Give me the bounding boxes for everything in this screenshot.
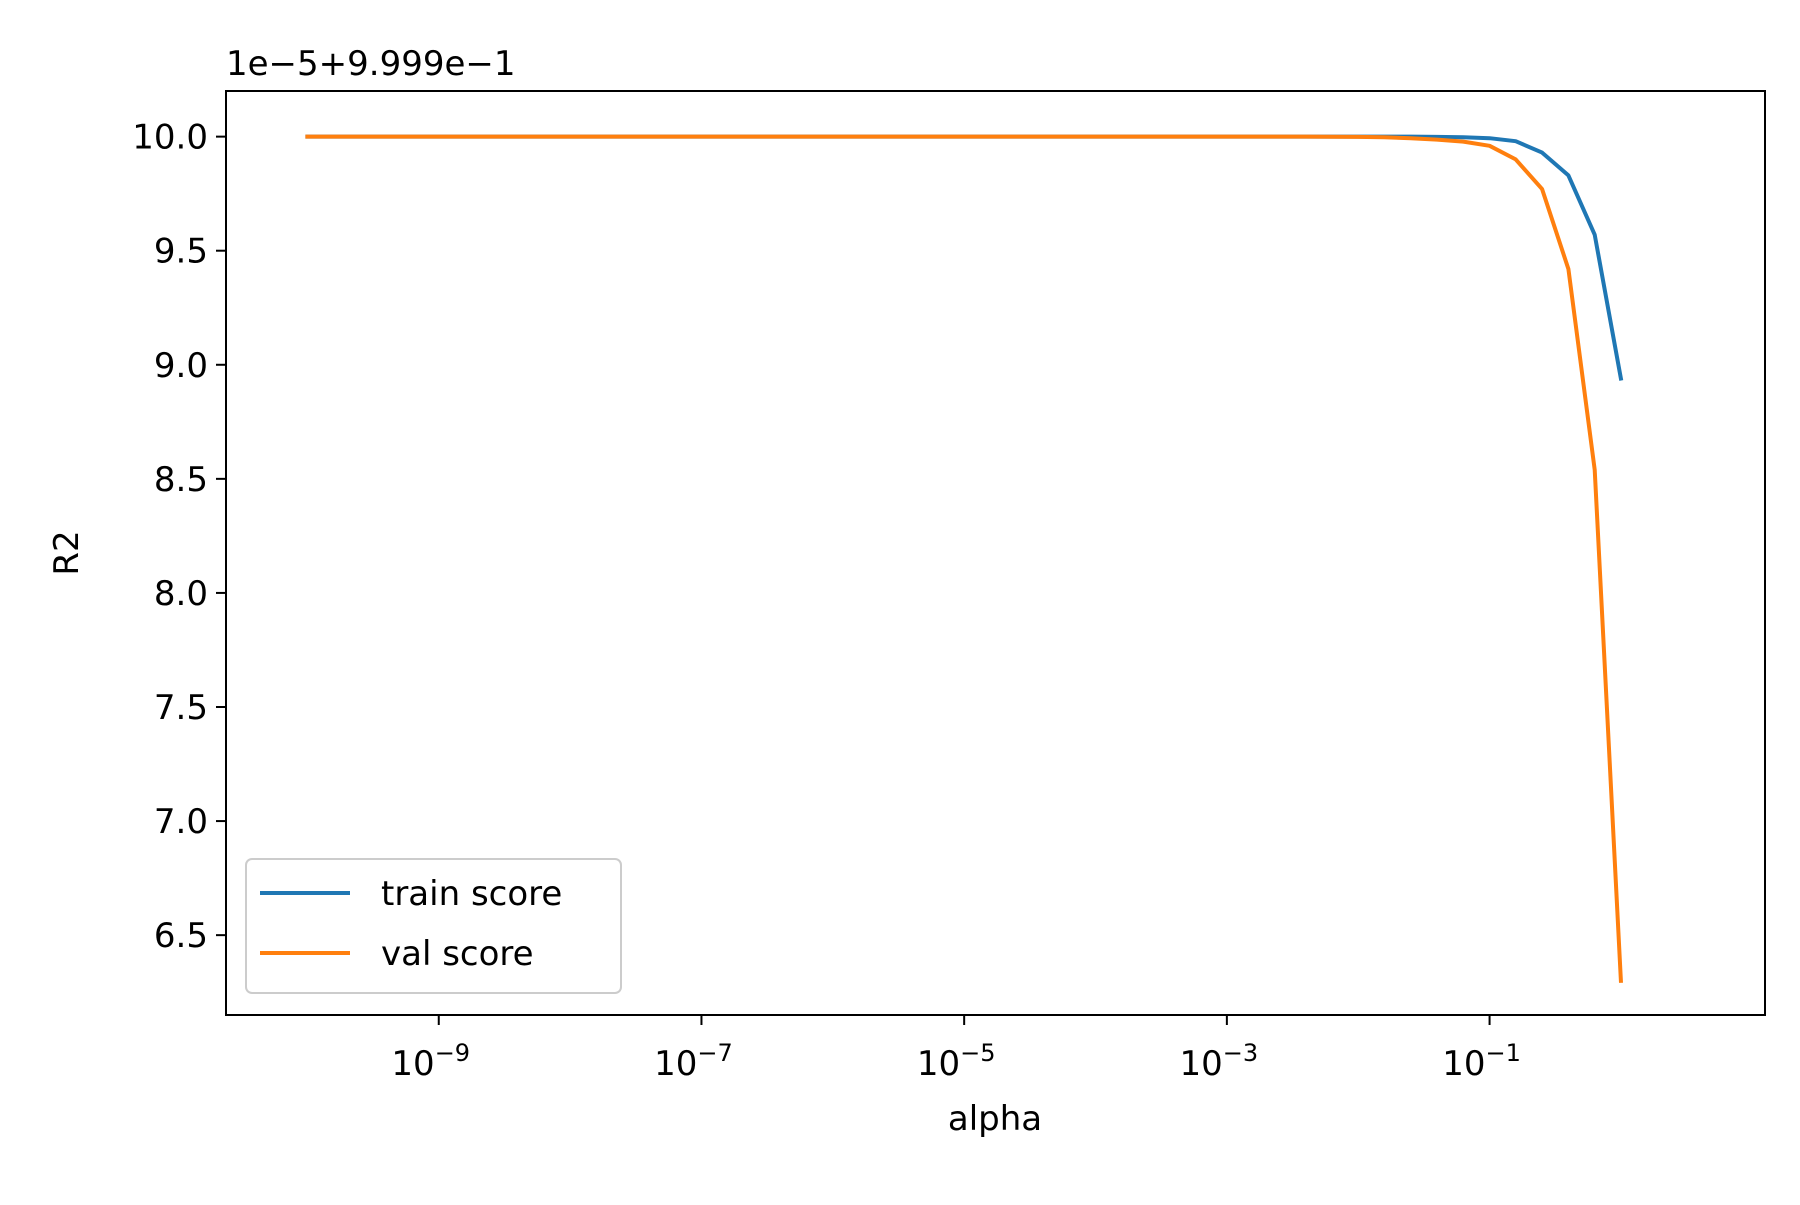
- x-tick-label: 10−3: [1180, 1039, 1259, 1084]
- y-axis-label: R2: [47, 530, 87, 575]
- legend-label-train: train score: [381, 874, 562, 914]
- x-tick-label: 10−1: [1442, 1039, 1521, 1084]
- x-tick-label: 10−9: [391, 1039, 470, 1084]
- y-offset-text: 1e−5+9.999e−1: [226, 44, 516, 84]
- y-tick-label: 6.5: [154, 916, 208, 956]
- legend: train score val score: [245, 858, 622, 994]
- y-tick-label: 8.0: [154, 574, 208, 614]
- x-tick-label: 10−7: [654, 1039, 733, 1084]
- x-axis-label: alpha: [948, 1099, 1042, 1139]
- y-tick-label: 10.0: [132, 118, 208, 158]
- x-tick-label: 10−5: [917, 1039, 996, 1084]
- y-axis-ticks: 6.5 7.0 7.5 8.0 8.5 9.0 9.5 10.0: [132, 118, 226, 956]
- legend-label-val: val score: [381, 934, 534, 974]
- val-score-line: [305, 134, 1623, 983]
- y-tick-label: 9.5: [154, 232, 208, 272]
- y-tick-label: 7.0: [154, 802, 208, 842]
- plot-frame: [225, 90, 1766, 1016]
- y-tick-label: 9.0: [154, 346, 208, 386]
- series-lines: [305, 134, 1624, 983]
- x-axis-ticks: 10−9 10−7 10−5 10−3 10−1: [391, 1015, 1521, 1084]
- y-tick-label: 8.5: [154, 460, 208, 500]
- y-tick-label: 7.5: [154, 688, 208, 728]
